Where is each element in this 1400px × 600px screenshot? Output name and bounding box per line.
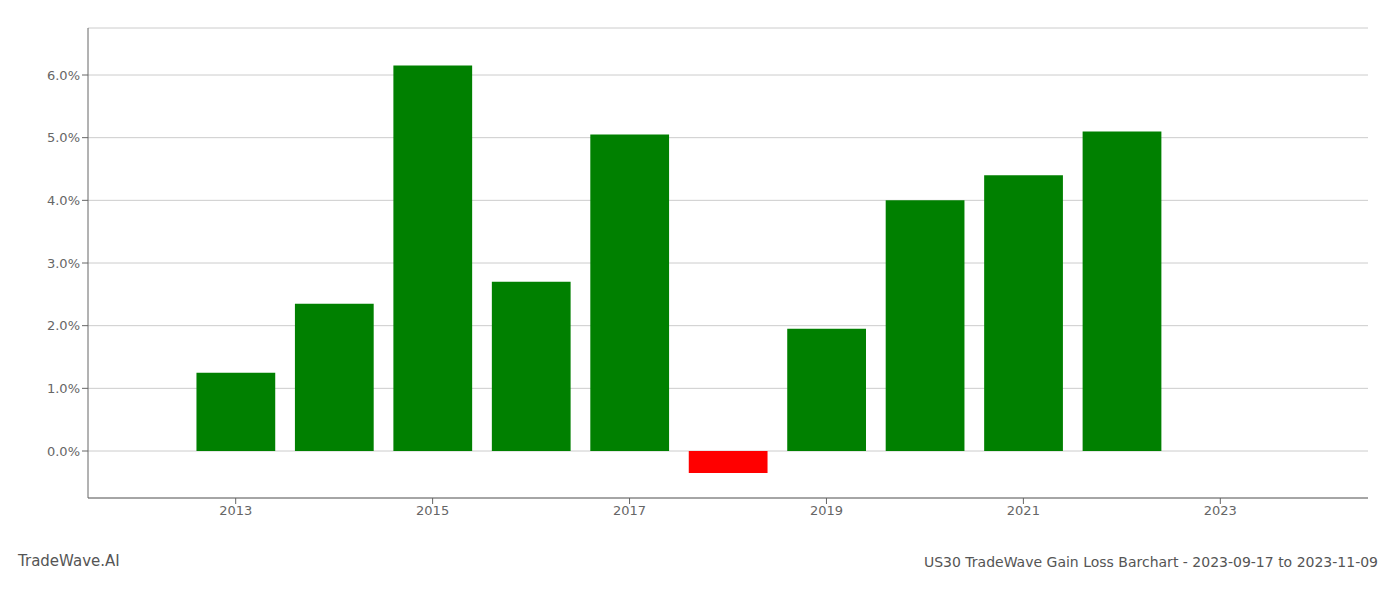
svg-text:2015: 2015 bbox=[416, 503, 449, 518]
svg-text:2019: 2019 bbox=[810, 503, 843, 518]
html-text:TradeWave.AI: TradeWave.AI bbox=[18, 552, 120, 570]
svg-text:5.0%: 5.0% bbox=[47, 130, 80, 145]
svg-text:2017: 2017 bbox=[613, 503, 646, 518]
svg-text:6.0%: 6.0% bbox=[47, 68, 80, 83]
html-text:US30 TradeWave Gain Loss Barch: US30 TradeWave Gain Loss Barchart - 2023… bbox=[923, 554, 1378, 570]
svg-text:4.0%: 4.0% bbox=[47, 193, 80, 208]
svg-text:1.0%: 1.0% bbox=[47, 381, 80, 396]
svg-text:3.0%: 3.0% bbox=[47, 256, 80, 271]
svg-text:2013: 2013 bbox=[219, 503, 252, 518]
svg-text:2023: 2023 bbox=[1204, 503, 1237, 518]
svg-text:0.0%: 0.0% bbox=[47, 444, 80, 459]
svg-text:2.0%: 2.0% bbox=[47, 318, 80, 333]
svg-text:2021: 2021 bbox=[1007, 503, 1040, 518]
